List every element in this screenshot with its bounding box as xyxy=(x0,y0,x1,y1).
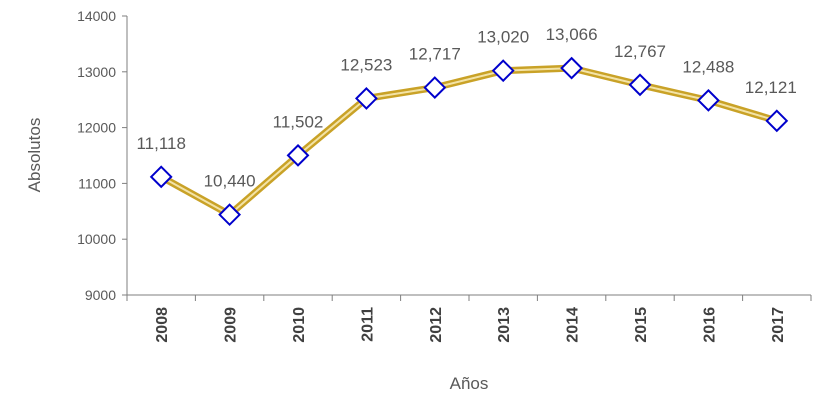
axes: 9000 10000 11000 12000 13000 14000 2008 2009 201… xyxy=(77,8,812,343)
data-point-diamond-icon xyxy=(696,88,720,112)
data-point-diamond-icon xyxy=(149,165,173,189)
y-tick-label: 14000 xyxy=(77,8,116,24)
x-tick-label: 2010 xyxy=(291,307,308,343)
x-tick-label: 2016 xyxy=(701,307,718,343)
series-line-highlight xyxy=(160,67,778,216)
x-axis-title: Años xyxy=(450,374,489,393)
data-label: 13,066 xyxy=(546,25,598,44)
data-point-diamond-icon xyxy=(628,73,652,97)
data-label: 12,767 xyxy=(614,42,666,61)
x-tick-label: 2014 xyxy=(565,307,582,343)
x-tick-label: 2012 xyxy=(428,307,445,343)
y-tick-label: 12000 xyxy=(77,120,116,136)
data-labels: 11,118 10,440 11,502 12,523 12,717 13,020 13,0… xyxy=(136,25,796,191)
data-label: 12,488 xyxy=(682,57,734,76)
series-layer xyxy=(149,56,789,227)
data-label: 13,020 xyxy=(477,28,529,47)
data-point-diamond-icon xyxy=(491,59,515,83)
data-label: 12,523 xyxy=(340,55,392,74)
data-point-diamond-icon xyxy=(354,87,378,110)
data-point-diamond-icon xyxy=(423,76,447,100)
y-tick-label: 13000 xyxy=(77,64,116,80)
data-label: 12,121 xyxy=(745,78,797,97)
data-point-diamond-icon xyxy=(286,143,310,167)
x-tick-label: 2017 xyxy=(770,307,787,343)
data-point-diamond-icon xyxy=(765,109,789,133)
data-label: 12,717 xyxy=(409,45,461,64)
y-tick-label: 9000 xyxy=(85,287,116,303)
x-tick-label: 2009 xyxy=(223,307,240,343)
x-tick-label: 2011 xyxy=(359,307,376,342)
data-label: 11,502 xyxy=(273,112,324,131)
data-label: 10,440 xyxy=(204,172,256,191)
x-tick-label: 2008 xyxy=(154,307,171,343)
y-axis-title: Absolutos xyxy=(25,118,44,193)
data-point-diamond-icon xyxy=(560,56,584,80)
x-tick-label: 2013 xyxy=(496,307,513,343)
y-tick-label: 10000 xyxy=(77,231,116,247)
data-label: 11,118 xyxy=(136,134,185,153)
data-point-diamond-icon xyxy=(218,203,242,227)
y-tick-label: 11000 xyxy=(78,175,116,191)
x-tick-label: 2015 xyxy=(633,307,650,343)
